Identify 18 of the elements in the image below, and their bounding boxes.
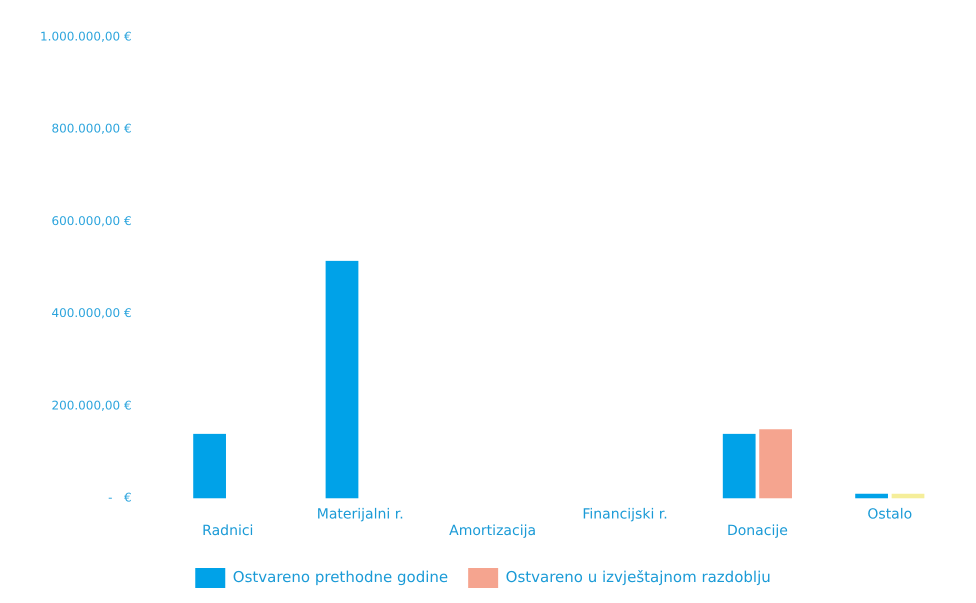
bar xyxy=(759,429,792,498)
bar xyxy=(193,434,226,498)
x-tick-label: Materijalni r. xyxy=(316,506,404,522)
y-tick-label: 200.000,00 € xyxy=(51,398,132,412)
y-tick-label: 600.000,00 € xyxy=(51,214,132,228)
x-tick-label: Financijski r. xyxy=(582,506,668,522)
bar xyxy=(326,260,358,498)
y-tick-label: 800.000,00 € xyxy=(51,122,132,136)
bar xyxy=(722,434,756,498)
x-tick-label: Amortizacija xyxy=(449,523,536,540)
x-tick-label: Ostalo xyxy=(867,506,912,522)
y-tick-label: - € xyxy=(108,490,132,505)
legend-label: Ostvareno prethodne godine xyxy=(232,568,448,586)
y-tick-label: 400.000,00 € xyxy=(51,306,132,320)
x-tick-label: Radnici xyxy=(202,523,254,540)
legend-label: Ostvareno u izvještajnom razdoblju xyxy=(506,568,771,586)
y-tick-label: 1.000.000,00 € xyxy=(40,29,132,44)
x-tick-label: Donacije xyxy=(726,523,788,540)
